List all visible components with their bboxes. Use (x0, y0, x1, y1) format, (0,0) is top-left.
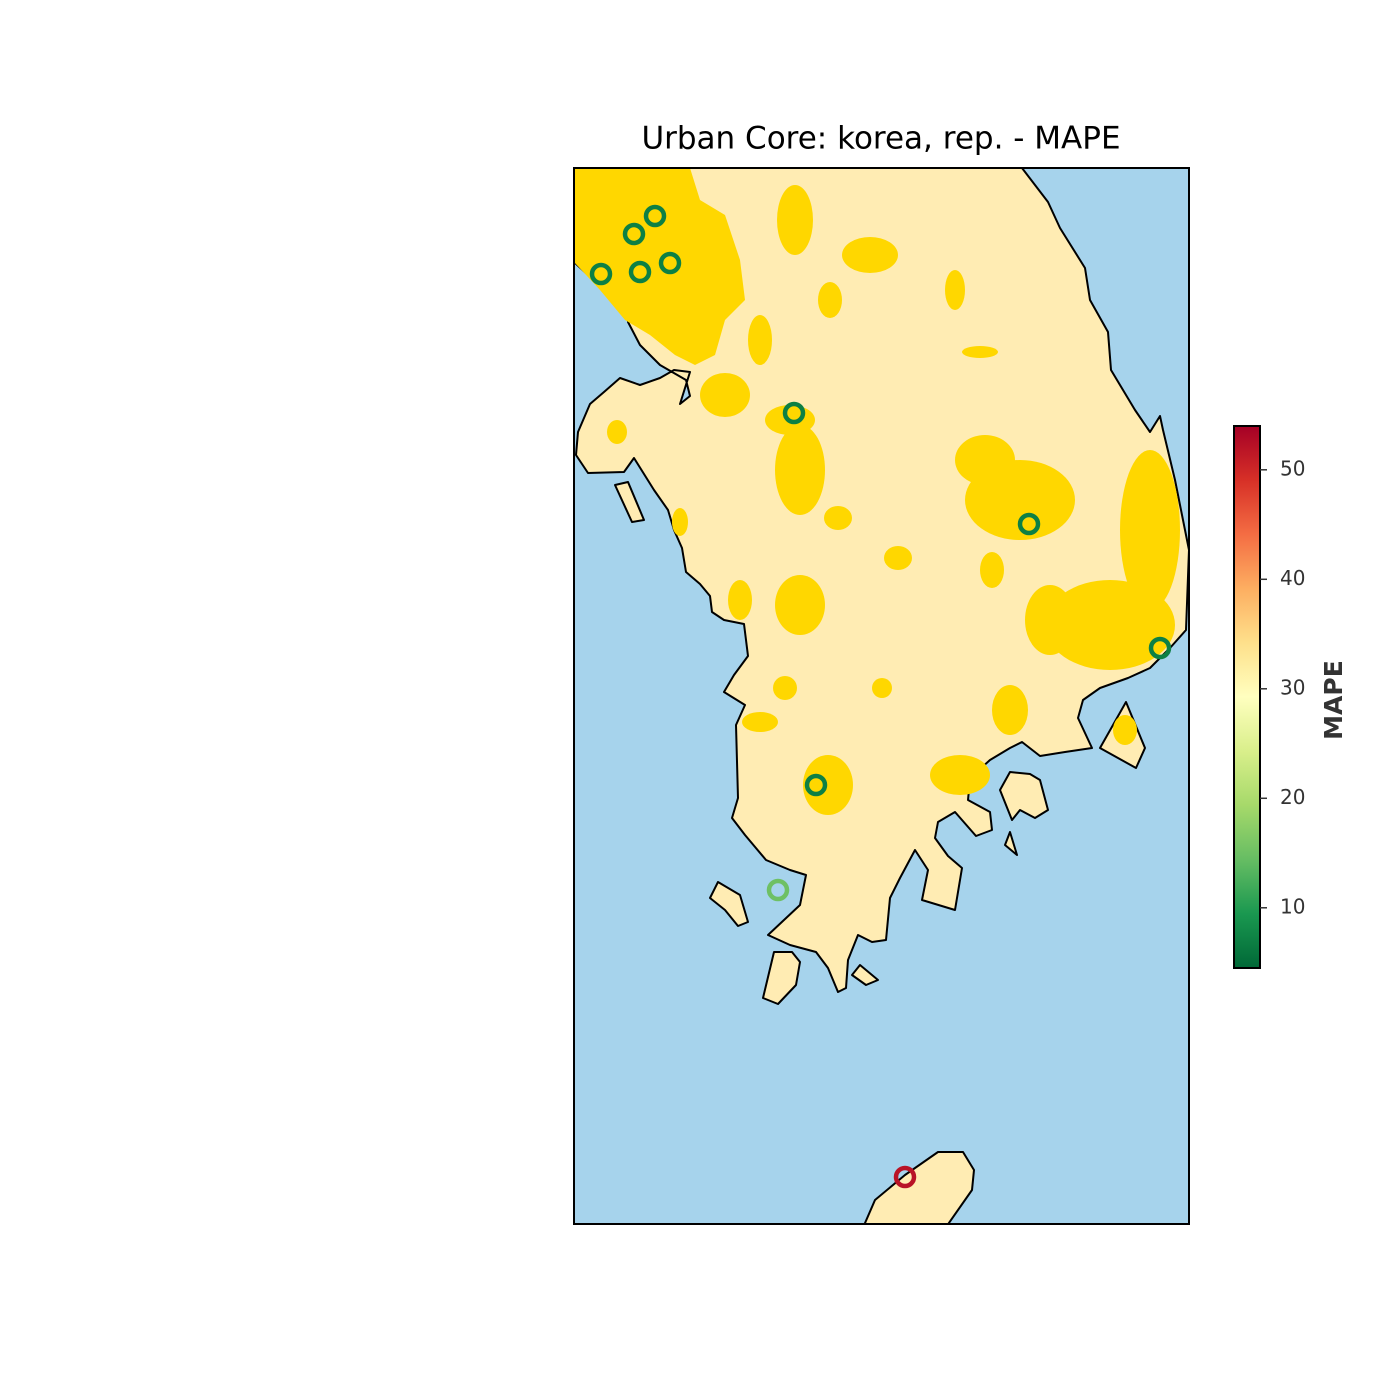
urban-area (945, 270, 965, 310)
urban-area (1120, 450, 1180, 610)
urban-area (980, 552, 1004, 588)
colorbar (1233, 425, 1261, 969)
urban-area (748, 315, 772, 365)
map-frame (573, 167, 1190, 1225)
urban-area (962, 346, 998, 358)
site-marker (804, 773, 828, 797)
urban-area (955, 435, 1015, 485)
map-area (574, 168, 1189, 1224)
urban-area (803, 755, 853, 815)
urban-area (728, 580, 752, 620)
colorbar-ticks: 10 20 30 40 50 (1260, 456, 1305, 918)
urban-area (1025, 585, 1075, 655)
site-marker (589, 262, 613, 286)
urban-area (700, 373, 750, 417)
urban-area (775, 425, 825, 515)
urban-area (842, 237, 898, 273)
urban-area (777, 185, 813, 255)
island (762, 951, 801, 1005)
island (863, 1151, 975, 1224)
points (589, 204, 1172, 1189)
urban-area (775, 575, 825, 635)
urban-area (1045, 580, 1175, 670)
urban-area (824, 506, 852, 530)
urban-area (884, 546, 912, 570)
colorbar-tick-label: 40 (1280, 566, 1305, 590)
urban-area (930, 755, 990, 795)
site-marker (782, 401, 806, 425)
site-marker (628, 260, 652, 284)
colorbar-tick-label: 10 (1280, 894, 1305, 918)
urban-area (773, 676, 797, 700)
urban-area (607, 420, 627, 444)
island (709, 881, 749, 927)
urban-areas (574, 168, 1180, 815)
island (614, 481, 645, 523)
map-title: Urban Core: korea, rep. - MAPE (641, 121, 1120, 157)
urban-area (672, 508, 688, 536)
colorbar-tick-label: 50 (1280, 456, 1305, 480)
colorbar-tick-label: 30 (1280, 675, 1305, 699)
site-marker (658, 251, 682, 275)
colorbar-tick-label: 20 (1280, 785, 1305, 809)
island (1004, 831, 1018, 856)
site-marker (643, 204, 667, 228)
urban-area (992, 685, 1028, 735)
site-marker (766, 878, 790, 902)
island (999, 771, 1049, 821)
site-marker (1017, 512, 1041, 536)
urban-area (818, 282, 842, 318)
urban-area (742, 712, 778, 732)
colorbar-label: MAPE (1319, 660, 1348, 740)
site-marker (893, 1165, 917, 1189)
site-marker (1148, 636, 1172, 660)
urban-area (1113, 715, 1137, 745)
island (851, 964, 879, 986)
urban-area (872, 678, 892, 698)
site-marker (622, 222, 646, 246)
